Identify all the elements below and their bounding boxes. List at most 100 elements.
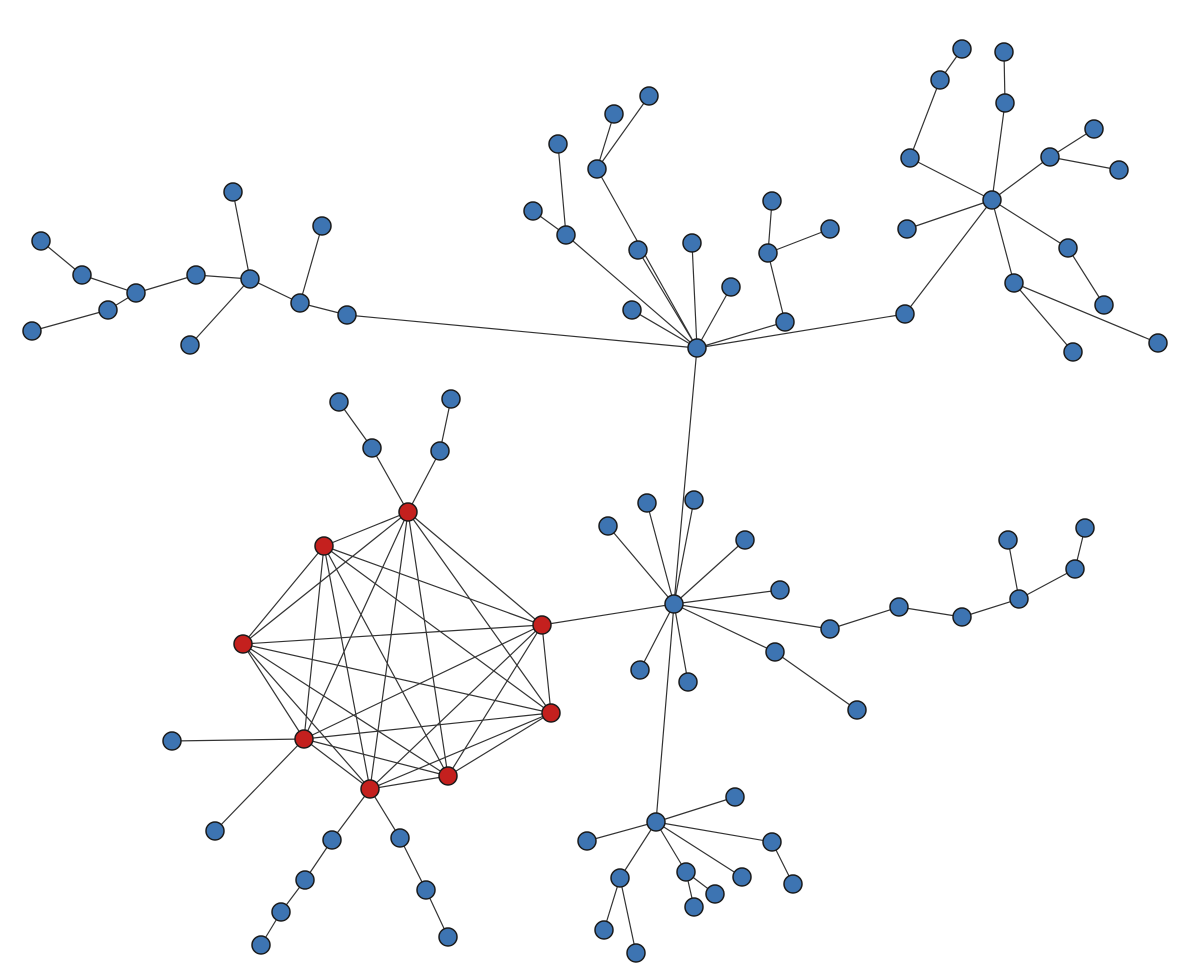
graph-node [679,673,697,691]
graph-node [296,871,314,889]
graph-node [1110,161,1128,179]
graph-edge [656,797,735,822]
graph-node [549,135,567,153]
graph-edge [243,546,324,644]
graph-edge [907,200,992,229]
graph-node [736,531,754,549]
graph-edge [1014,283,1073,352]
graph-edge [910,158,992,200]
graph-node [638,494,656,512]
graph-edge [905,200,992,314]
graph-edge [542,625,551,713]
graph-node [524,202,542,220]
graph-node [439,928,457,946]
graph-node [611,869,629,887]
graph-node [953,608,971,626]
graph-node [224,183,242,201]
graph-node [726,788,744,806]
graph-node [542,704,560,722]
graph-node [599,517,617,535]
graph-node [417,881,435,899]
graph-edge [370,625,542,789]
graph-edge [172,739,304,741]
graph-node [605,105,623,123]
graph-node [1005,274,1023,292]
graph-node [1085,120,1103,138]
graph-node [776,313,794,331]
graph-edge [597,169,697,348]
graph-edge [674,590,780,604]
graph-node [272,903,290,921]
graph-node [821,620,839,638]
graph-edge [674,604,688,682]
graph-node [647,813,665,831]
graph-node [291,294,309,312]
graph-node [931,71,949,89]
graph-edge [697,322,785,348]
graph-node [685,491,703,509]
graph-node [996,94,1014,112]
graph-edge [408,512,542,625]
graph-node [890,598,908,616]
graph-node [1010,590,1028,608]
graph-node [677,863,695,881]
graph-edge [674,604,775,652]
graph-node [999,531,1017,549]
graph-node [771,581,789,599]
graph-node [953,40,971,58]
graph-edge [408,512,448,776]
graph-node [983,191,1001,209]
graph-node [763,192,781,210]
graph-edge [692,243,697,348]
graph-node [588,160,606,178]
graph-edge [768,253,785,322]
graph-edge [674,604,830,629]
graph-edge [830,607,899,629]
graph-node [1066,560,1084,578]
graph-node [595,921,613,939]
graph-node [733,868,751,886]
graph-edge [656,822,742,877]
graph-edge [558,144,566,235]
graph-node [252,936,270,954]
graph-node [995,43,1013,61]
graph-node [821,220,839,238]
graph-node [683,234,701,252]
graph-node [127,284,145,302]
graph-edge [1068,248,1104,305]
graph-edge [542,604,674,625]
graph-node [629,241,647,259]
graph-edge [697,314,905,348]
graph-edge [408,451,440,512]
graph-node [181,336,199,354]
graph-node [206,822,224,840]
graph-node [766,643,784,661]
graph-node [640,87,658,105]
network-graph [0,0,1202,975]
graph-edge [243,512,408,644]
graph-edge [370,713,551,789]
graph-node [722,278,740,296]
graph-node [99,301,117,319]
graph-node [1095,296,1113,314]
graph-node [323,831,341,849]
graph-node [338,306,356,324]
graph-node [187,266,205,284]
graph-edge [215,739,304,831]
graph-node [234,635,252,653]
graph-edge [656,604,674,822]
graph-node [1076,519,1094,537]
graph-node [330,393,348,411]
graph-node [763,833,781,851]
graph-node [313,217,331,235]
graph-edge [768,229,830,253]
graph-edge [620,878,636,953]
graph-edge [233,192,250,279]
graph-node [665,595,683,613]
graph-node [295,730,313,748]
graph-node [1064,343,1082,361]
graph-edge [992,157,1050,200]
graph-node [32,232,50,250]
graph-edge [408,512,551,713]
graph-edge [304,546,324,739]
